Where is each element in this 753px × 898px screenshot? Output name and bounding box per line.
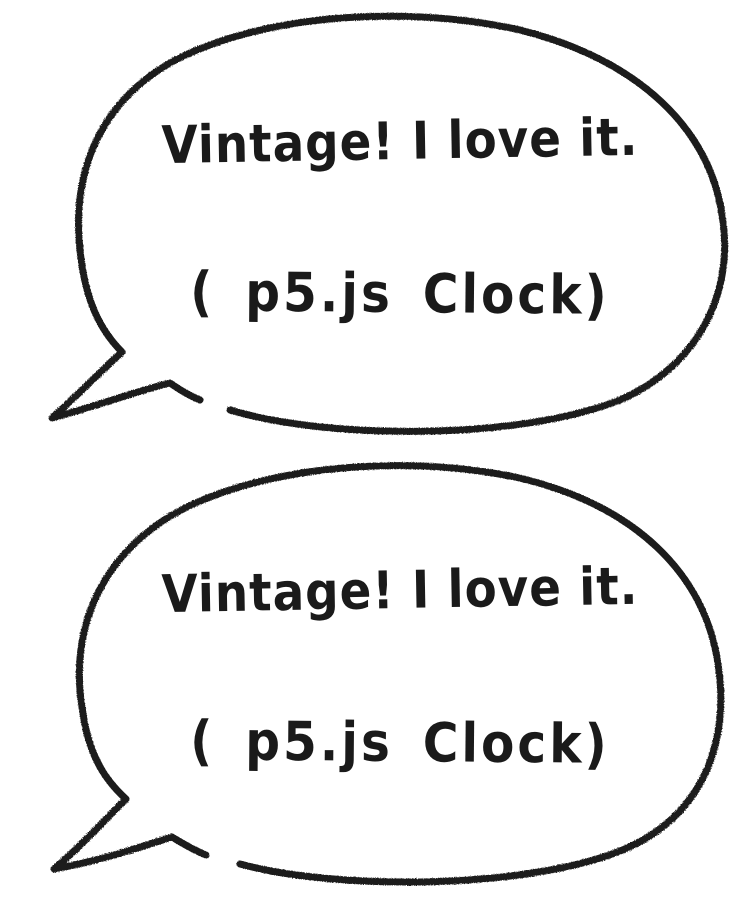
- bubble-line-caption: ( p5.js Clock): [189, 260, 611, 327]
- speech-bubble-outline: [48, 12, 729, 435]
- speech-bubble-top: Vintage! I love it. ( p5.js Clock): [48, 12, 729, 435]
- bubble-line-exclamation: Vintage! I love it.: [161, 107, 639, 177]
- bubble-line-caption: ( p5.js Clock): [189, 709, 611, 776]
- speech-bubble-outline: [50, 462, 725, 886]
- speech-bubble-bottom: Vintage! I love it. ( p5.js Clock): [0, 449, 753, 898]
- bubble-line-exclamation: Vintage! I love it.: [161, 556, 639, 626]
